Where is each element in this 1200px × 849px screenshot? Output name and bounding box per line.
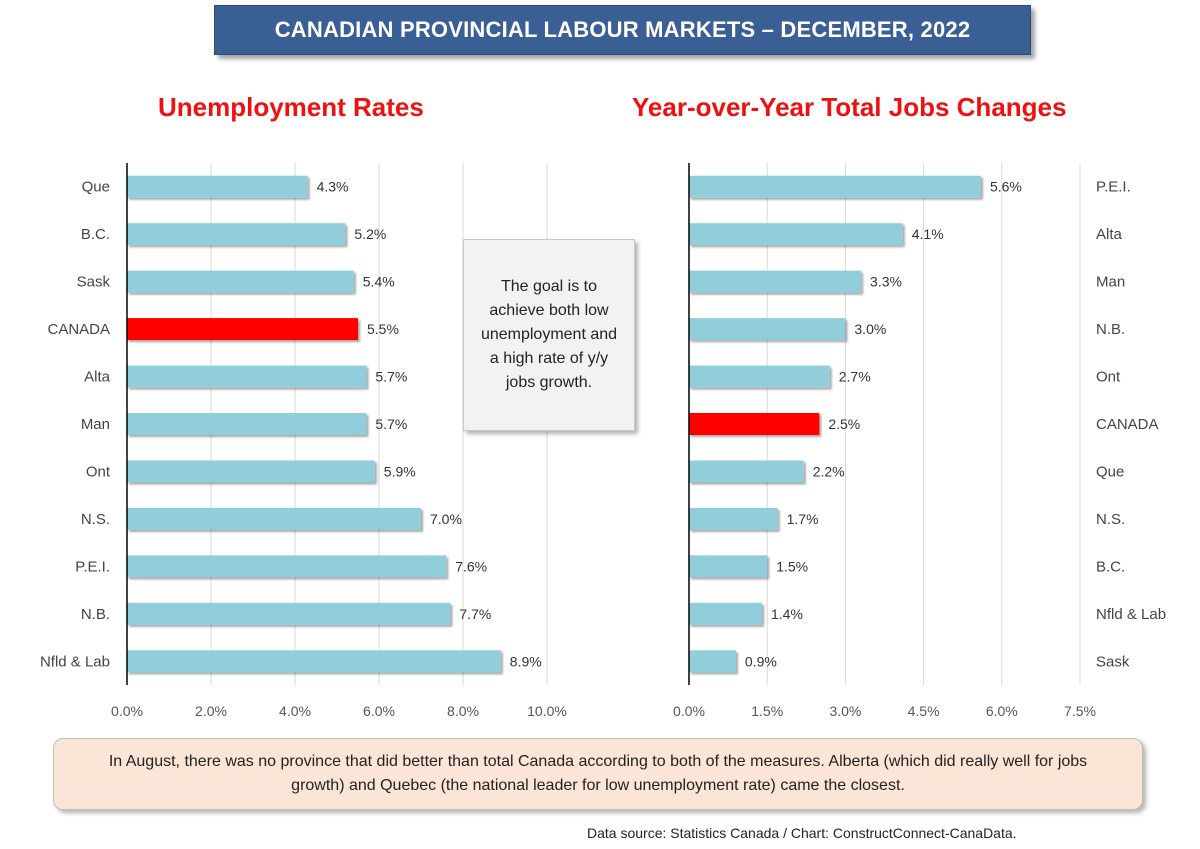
- jobs-category-label: Que: [1096, 463, 1124, 480]
- unemployment-bar: [127, 175, 308, 198]
- unemployment-chart-title: Unemployment Rates: [158, 92, 424, 122]
- unemployment-value-label: 5.7%: [375, 416, 407, 432]
- unemployment-category-label: N.S.: [81, 511, 110, 528]
- jobs-bar: [689, 318, 846, 341]
- jobs-tick-label: 0.0%: [673, 703, 705, 719]
- data-source: Data source: Statistics Canada / Chart: …: [587, 825, 1017, 841]
- jobs-value-label: 2.5%: [828, 416, 860, 432]
- jobs-tick-label: 3.0%: [829, 703, 861, 719]
- unemployment-value-label: 5.2%: [354, 226, 386, 242]
- unemployment-bar: [127, 650, 501, 673]
- jobs-value-label: 1.5%: [776, 558, 808, 574]
- unemployment-bar: [127, 223, 346, 246]
- jobs-tick-label: 7.5%: [1064, 703, 1096, 719]
- unemployment-tick-label: 4.0%: [279, 703, 311, 719]
- jobs-chart-title: Year-over-Year Total Jobs Changes: [632, 92, 1067, 122]
- unemployment-category-label: P.E.I.: [75, 558, 110, 575]
- unemployment-bar: [127, 365, 367, 388]
- jobs-value-label: 2.2%: [813, 463, 845, 479]
- jobs-chart: 0.0% 1.5% 3.0% 4.5% 6.0% 7.5% 5.6% P.E.I. 4.1% Al…: [673, 163, 1166, 719]
- jobs-tick-label: 4.5%: [908, 703, 940, 719]
- jobs-bar: [689, 365, 830, 388]
- jobs-value-label: 1.7%: [787, 511, 819, 527]
- jobs-bar: [689, 555, 768, 578]
- unemployment-tick-label: 6.0%: [363, 703, 395, 719]
- jobs-bar: [689, 460, 804, 483]
- unemployment-value-label: 5.4%: [363, 274, 395, 290]
- jobs-tick-label: 6.0%: [986, 703, 1018, 719]
- jobs-category-label: Alta: [1096, 226, 1123, 243]
- unemployment-value-label: 5.5%: [367, 321, 399, 337]
- jobs-category-label: N.B.: [1096, 321, 1125, 338]
- unemployment-tick-label: 10.0%: [527, 703, 567, 719]
- unemployment-category-label: Sask: [77, 274, 111, 291]
- unemployment-category-label: Nfld & Lab: [40, 653, 110, 670]
- unemployment-bar: [127, 507, 421, 530]
- jobs-bar: [689, 270, 862, 293]
- jobs-bar: [689, 602, 762, 625]
- unemployment-tick-label: 2.0%: [195, 703, 227, 719]
- unemployment-category-label: B.C.: [81, 226, 110, 243]
- unemployment-value-label: 4.3%: [317, 179, 349, 195]
- unemployment-bar: [127, 270, 354, 293]
- jobs-value-label: 3.3%: [870, 274, 902, 290]
- unemployment-bar: [127, 318, 358, 341]
- jobs-value-label: 1.4%: [771, 606, 803, 622]
- summary-note: In August, there was no province that di…: [53, 738, 1143, 810]
- unemployment-bar: [127, 413, 367, 435]
- jobs-value-label: 2.7%: [839, 369, 871, 385]
- unemployment-value-label: 7.6%: [455, 558, 487, 574]
- unemployment-category-label: Ont: [86, 463, 111, 480]
- jobs-value-label: 5.6%: [990, 179, 1022, 195]
- jobs-bar: [689, 175, 981, 198]
- unemployment-bar: [127, 460, 375, 483]
- unemployment-category-label: Man: [81, 416, 110, 433]
- unemployment-tick-label: 0.0%: [111, 703, 143, 719]
- unemployment-value-label: 7.7%: [459, 606, 491, 622]
- unemployment-value-label: 5.9%: [384, 463, 416, 479]
- jobs-bar: [689, 650, 736, 673]
- unemployment-category-label: Alta: [84, 369, 111, 386]
- jobs-category-label: Sask: [1096, 653, 1130, 670]
- unemployment-value-label: 8.9%: [510, 653, 542, 669]
- jobs-category-label: Nfld & Lab: [1096, 606, 1166, 623]
- jobs-bar: [689, 223, 903, 246]
- unemployment-category-label: Que: [82, 179, 110, 196]
- jobs-tick-label: 1.5%: [751, 703, 783, 719]
- jobs-category-label: Ont: [1096, 369, 1121, 386]
- jobs-category-label: N.S.: [1096, 511, 1125, 528]
- unemployment-category-label: CANADA: [47, 321, 110, 338]
- unemployment-chart: 0.0% 2.0% 4.0% 6.0% 8.0% 10.0% 4.3% Que 5.2% B.C.…: [40, 163, 567, 719]
- jobs-category-label: Man: [1096, 274, 1125, 291]
- jobs-category-label: B.C.: [1096, 558, 1125, 575]
- unemployment-bar: [127, 555, 447, 578]
- unemployment-tick-label: 8.0%: [447, 703, 479, 719]
- goal-callout: The goal is to achieve both low unemploy…: [463, 239, 635, 431]
- jobs-bar: [689, 507, 778, 530]
- unemployment-value-label: 7.0%: [430, 511, 462, 527]
- jobs-bar: [689, 413, 820, 435]
- jobs-value-label: 0.9%: [745, 653, 777, 669]
- unemployment-value-label: 5.7%: [375, 369, 407, 385]
- jobs-category-label: P.E.I.: [1096, 179, 1131, 196]
- unemployment-bar: [127, 602, 451, 625]
- banner-title: CANADIAN PROVINCIAL LABOUR MARKETS – DEC…: [214, 5, 1031, 55]
- jobs-value-label: 4.1%: [912, 226, 944, 242]
- unemployment-category-label: N.B.: [81, 606, 110, 623]
- jobs-category-label: CANADA: [1096, 416, 1159, 433]
- jobs-value-label: 3.0%: [854, 321, 886, 337]
